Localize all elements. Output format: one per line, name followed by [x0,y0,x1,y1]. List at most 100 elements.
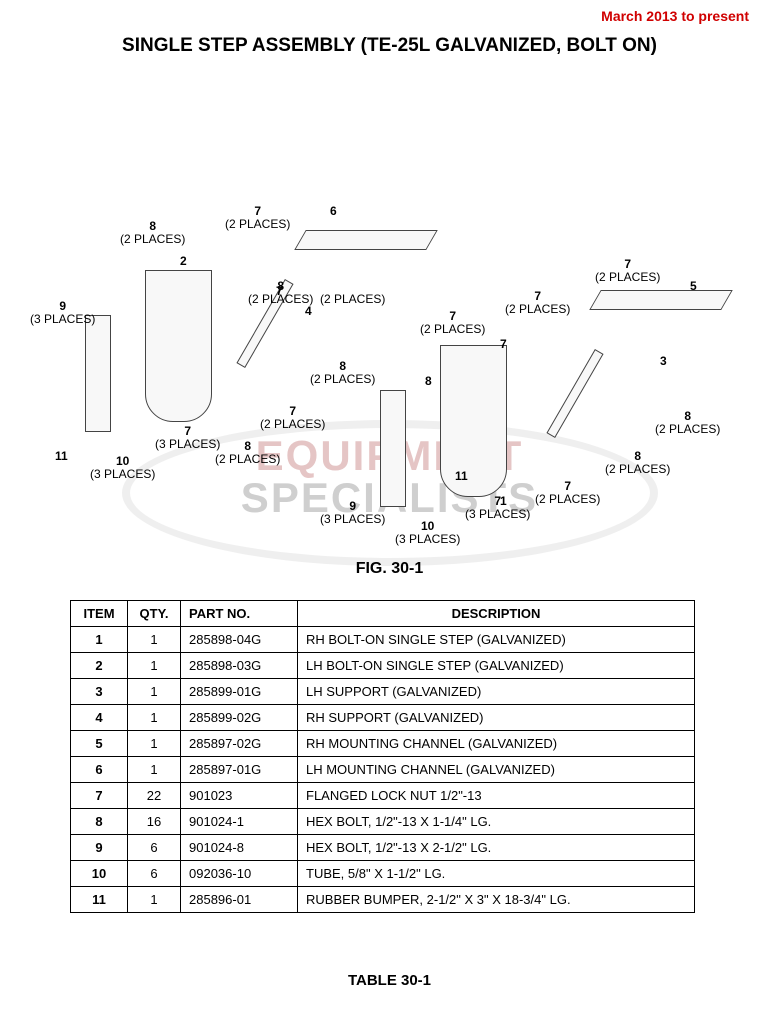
table-cell: 1 [128,627,181,653]
table-cell: RH BOLT-ON SINGLE STEP (GALVANIZED) [298,627,695,653]
diagram-callout: 7(3 PLACES) [465,495,530,521]
diagram-callout: 7 [500,338,507,351]
diagram-callout: 1 [500,495,507,508]
table-cell: RH MOUNTING CHANNEL (GALVANIZED) [298,731,695,757]
table-cell: 285898-04G [181,627,298,653]
table-label: TABLE 30-1 [0,972,779,989]
table-cell: LH SUPPORT (GALVANIZED) [298,679,695,705]
table-row: 51285897-02GRH MOUNTING CHANNEL (GALVANI… [71,731,695,757]
table-row: 96901024-8HEX BOLT, 1/2"-13 X 2-1/2" LG. [71,835,695,861]
table-cell: HEX BOLT, 1/2"-13 X 2-1/2" LG. [298,835,695,861]
table-cell: 285896-01 [181,887,298,913]
table-cell: 22 [128,783,181,809]
table-cell: 6 [71,757,128,783]
table-cell: 1 [128,887,181,913]
table-cell: 1 [128,731,181,757]
table-row: 106092036-10TUBE, 5/8" X 1-1/2" LG. [71,861,695,887]
diagram-callout: (2 PLACES) [320,280,385,306]
table-cell: 4 [71,705,128,731]
page-title: SINGLE STEP ASSEMBLY (TE-25L GALVANIZED,… [0,35,779,57]
diagram-callout: 3 [660,355,667,368]
table-cell: FLANGED LOCK NUT 1/2"-13 [298,783,695,809]
table-row: 111285896-01RUBBER BUMPER, 2-1/2" X 3" X… [71,887,695,913]
table-cell: RH SUPPORT (GALVANIZED) [298,705,695,731]
diagram-callout: 10(3 PLACES) [395,520,460,546]
part-shape [380,390,406,507]
table-cell: 285899-02G [181,705,298,731]
table-cell: 1 [128,653,181,679]
part-shape [589,290,733,310]
diagram-callout: 9(3 PLACES) [30,300,95,326]
diagram-callout: 11 [55,450,68,463]
table-row: 816901024-1HEX BOLT, 1/2"-13 X 1-1/4" LG… [71,809,695,835]
part-shape [85,315,111,432]
diagram-callout: 8(2 PLACES) [605,450,670,476]
table-cell: 285899-01G [181,679,298,705]
table-row: 31285899-01GLH SUPPORT (GALVANIZED) [71,679,695,705]
table-cell: LH BOLT-ON SINGLE STEP (GALVANIZED) [298,653,695,679]
table-row: 21285898-03GLH BOLT-ON SINGLE STEP (GALV… [71,653,695,679]
table-cell: 7 [71,783,128,809]
table-cell: 10 [71,861,128,887]
table-cell: 285897-02G [181,731,298,757]
table-cell: 6 [128,835,181,861]
part-shape [546,349,603,438]
table-cell: 901024-8 [181,835,298,861]
exploded-diagram: EQUIPMENT SPECIALISTS 8(2 PLACES)7(2 PLA… [0,80,779,580]
table-cell: 2 [71,653,128,679]
table-cell: 1 [128,679,181,705]
table-header-row: ITEM QTY. PART NO. DESCRIPTION [71,601,695,627]
col-header-part: PART NO. [181,601,298,627]
diagram-callout: 8(2 PLACES) [655,410,720,436]
diagram-callout: 2 [180,255,187,268]
table-cell: 901023 [181,783,298,809]
diagram-callout: 7 [276,285,283,298]
table-cell: 1 [128,705,181,731]
parts-table: ITEM QTY. PART NO. DESCRIPTION 11285898-… [70,600,695,913]
part-shape [440,345,507,497]
table-cell: 5 [71,731,128,757]
date-range-label: March 2013 to present [601,8,749,24]
part-shape [145,270,212,422]
diagram-callout: 11 [455,470,468,483]
table-cell: TUBE, 5/8" X 1-1/2" LG. [298,861,695,887]
diagram-callout: 8(2 PLACES) [215,440,280,466]
page-root: March 2013 to present SINGLE STEP ASSEMB… [0,0,779,1018]
table-cell: 16 [128,809,181,835]
table-cell: LH MOUNTING CHANNEL (GALVANIZED) [298,757,695,783]
table-cell: 1 [71,627,128,653]
part-shape [294,230,438,250]
table-cell: 285897-01G [181,757,298,783]
table-cell: 092036-10 [181,861,298,887]
diagram-callout: 7(3 PLACES) [155,425,220,451]
diagram-callout: 7(2 PLACES) [595,258,660,284]
diagram-callout: 8 [425,375,432,388]
diagram-callout: 7(2 PLACES) [505,290,570,316]
diagram-callout: 5 [690,280,697,293]
col-header-desc: DESCRIPTION [298,601,695,627]
table-cell: 6 [128,861,181,887]
table-row: 41285899-02GRH SUPPORT (GALVANIZED) [71,705,695,731]
diagram-callout: 4 [305,305,312,318]
table-cell: 3 [71,679,128,705]
table-cell: RUBBER BUMPER, 2-1/2" X 3" X 18-3/4" LG. [298,887,695,913]
table-cell: 8 [71,809,128,835]
figure-label: FIG. 30-1 [0,560,779,578]
diagram-callout: 9(3 PLACES) [320,500,385,526]
table-cell: 1 [128,757,181,783]
diagram-callout: 7(2 PLACES) [420,310,485,336]
table-cell: 11 [71,887,128,913]
table-cell: 285898-03G [181,653,298,679]
table-cell: 901024-1 [181,809,298,835]
col-header-qty: QTY. [128,601,181,627]
col-header-item: ITEM [71,601,128,627]
diagram-callout: 6 [330,205,337,218]
table-row: 61285897-01GLH MOUNTING CHANNEL (GALVANI… [71,757,695,783]
diagram-callout: 8(2 PLACES) [310,360,375,386]
table-row: 11285898-04GRH BOLT-ON SINGLE STEP (GALV… [71,627,695,653]
table-cell: 9 [71,835,128,861]
diagram-callout: 8(2 PLACES) [120,220,185,246]
diagram-callout: 10(3 PLACES) [90,455,155,481]
table-cell: HEX BOLT, 1/2"-13 X 1-1/4" LG. [298,809,695,835]
table-row: 722901023FLANGED LOCK NUT 1/2"-13 [71,783,695,809]
